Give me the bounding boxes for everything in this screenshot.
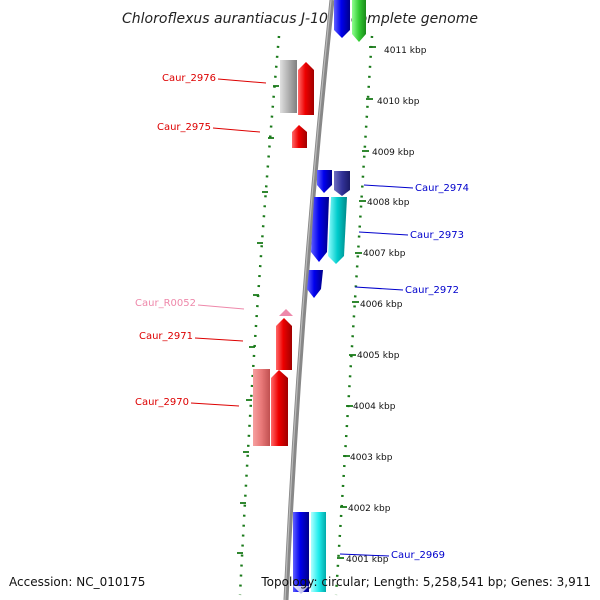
scale-labels: 4011 kbp 4010 kbp 4009 kbp 4008 kbp 4007… — [337, 46, 427, 565]
accession-text: Accession: NC_010175 — [9, 575, 145, 589]
gene-feature-caur-2973 — [311, 197, 329, 262]
genome-backbone — [283, 0, 335, 600]
gene-label-caur-2969[interactable]: Caur_2969 — [391, 550, 445, 561]
gene-feature-caur-2974-b — [334, 171, 350, 196]
scale-label-4002: 4002 kbp — [348, 504, 391, 514]
gene-label-caur-2976[interactable]: Caur_2976 — [162, 73, 216, 84]
scale-label-4007: 4007 kbp — [363, 249, 406, 259]
outer-tick-ring — [238, 35, 281, 596]
gene-feature-pseudo-2970 — [253, 369, 270, 446]
gene-label-caur-2972[interactable]: Caur_2972 — [405, 285, 459, 296]
gene-feature-caur-2976 — [298, 62, 314, 115]
map-title: Chloroflexus aurantiacus J-10-fl, comple… — [122, 11, 478, 27]
gene-feature-caur-2971 — [276, 318, 292, 370]
gene-label-caur-2970[interactable]: Caur_2970 — [135, 397, 189, 408]
gene-feature-caur-2970 — [271, 370, 288, 446]
gene-labels: Caur_2976 Caur_2975 Caur_2974 Caur_2973 … — [135, 73, 469, 561]
gene-feature-caur-2972 — [307, 270, 323, 298]
scale-label-4010: 4010 kbp — [377, 97, 420, 107]
gene-feature-top-blue — [334, 0, 350, 30]
gene-label-caur-2971[interactable]: Caur_2971 — [139, 331, 193, 342]
gene-feature-caur-r0052 — [279, 309, 293, 316]
gene-feature-caur-2969-cds — [311, 512, 326, 592]
gene-label-caur-2974[interactable]: Caur_2974 — [415, 183, 469, 194]
scale-label-4006: 4006 kbp — [360, 300, 403, 310]
scale-label-4009: 4009 kbp — [372, 148, 415, 158]
scale-label-4001: 4001 kbp — [346, 555, 389, 565]
scale-label-4003: 4003 kbp — [350, 453, 393, 463]
gene-label-caur-r0052[interactable]: Caur_R0052 — [135, 298, 196, 309]
gene-feature-top-green — [352, 0, 366, 34]
scale-label-4008: 4008 kbp — [367, 198, 410, 208]
gene-feature-caur-2973-cds — [328, 197, 347, 264]
scale-label-4005: 4005 kbp — [357, 351, 400, 361]
scale-label-4004: 4004 kbp — [353, 402, 396, 412]
gene-feature-caur-2975 — [292, 125, 307, 148]
genome-summary-text: Topology: circular; Length: 5,258,541 bp… — [260, 575, 591, 589]
gene-feature-pseudo-2976 — [280, 60, 297, 113]
gene-label-caur-2973[interactable]: Caur_2973 — [410, 230, 464, 241]
gene-feature-caur-2974 — [317, 170, 332, 193]
outer-major-ticks — [237, 85, 279, 554]
gene-label-caur-2975[interactable]: Caur_2975 — [157, 122, 211, 133]
scale-label-4011: 4011 kbp — [384, 46, 427, 56]
gene-feature-caur-2969 — [293, 512, 309, 592]
